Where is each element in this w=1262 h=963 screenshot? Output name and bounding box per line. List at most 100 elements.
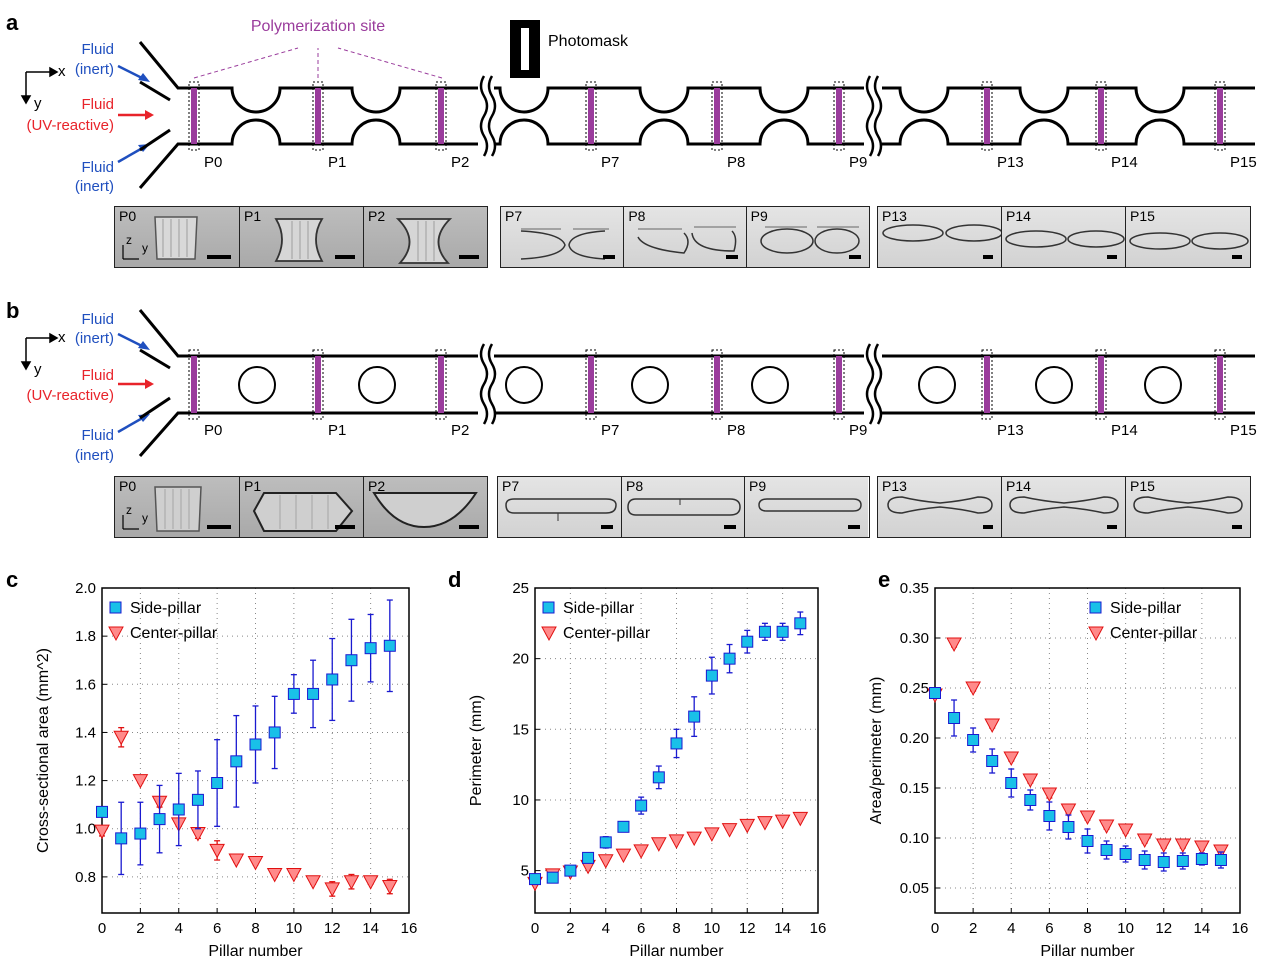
chart-area-vs-pillar: 0 2 4 6 8 10 12 14 16 0.8 1.0 1.2 1.4 1.6 1.8 2.0 Pillar… bbox=[35, 580, 417, 960]
data-point-center-pillar bbox=[1079, 810, 1096, 826]
y-tick-label: 0.20 bbox=[900, 730, 929, 747]
micrograph-b-p8: P8 bbox=[622, 477, 745, 537]
data-point-side-pillar bbox=[741, 635, 754, 648]
site-outline bbox=[312, 349, 324, 420]
chart-perimeter-vs-pillar: 0 2 4 6 8 10 12 14 16 5 10 15 20 25 Pillar number Perim… bbox=[468, 580, 826, 960]
x-tick-label: 8 bbox=[251, 920, 259, 937]
data-point-center-pillar bbox=[343, 875, 360, 890]
channel-schematic-a: x y Fluid (inert) Fluid (UV-reactive) Fl… bbox=[20, 18, 1257, 195]
photomask-label: Photomask bbox=[548, 33, 629, 50]
micrograph-label: P7 bbox=[505, 208, 523, 224]
legend-swatch-center bbox=[541, 626, 557, 642]
y-glyph-label: y bbox=[142, 511, 148, 525]
micrograph-label: P1 bbox=[244, 478, 262, 494]
micrograph-label: P15 bbox=[1130, 208, 1155, 224]
x-tick-label: 10 bbox=[1117, 920, 1134, 937]
y-tick-label: 0.30 bbox=[900, 630, 929, 647]
legend-swatch-side bbox=[542, 601, 555, 614]
x-tick-label: 6 bbox=[1045, 920, 1053, 937]
micrograph-label: P0 bbox=[119, 208, 137, 224]
x-tick-label: 0 bbox=[98, 920, 106, 937]
z-glyph-label: z bbox=[126, 503, 132, 517]
site-outline bbox=[1095, 349, 1107, 420]
break-marks-a bbox=[479, 75, 883, 157]
z-glyph-label: z bbox=[126, 233, 132, 247]
inlet-label-inert-bot: Fluid bbox=[81, 159, 114, 176]
x-tick-label: 0 bbox=[531, 920, 539, 937]
data-point-center-pillar bbox=[650, 837, 667, 852]
x-tick-label: 14 bbox=[774, 920, 791, 937]
y-axis-glyph-label: y bbox=[34, 95, 42, 112]
legend-swatch-center bbox=[108, 626, 124, 642]
y-tick-label: 5 bbox=[521, 863, 529, 880]
x-axis-label: Pillar number bbox=[1040, 943, 1135, 960]
x-tick-label: 4 bbox=[1007, 920, 1015, 937]
x-tick-label: 12 bbox=[1155, 920, 1172, 937]
inlet-arrow-inert-top bbox=[117, 64, 150, 82]
site-outline bbox=[188, 81, 200, 151]
micrograph-a-p14: P14 bbox=[1002, 207, 1126, 267]
data-point-side-pillar bbox=[134, 827, 147, 840]
pillar-label: P8 bbox=[727, 422, 745, 439]
data-point-center-pillar bbox=[247, 855, 264, 871]
data-point-side-pillar bbox=[96, 805, 108, 818]
data-point-side-pillar bbox=[364, 642, 377, 655]
pillar-label: P13 bbox=[997, 154, 1024, 171]
data-point-center-pillar bbox=[1041, 787, 1058, 803]
micrograph-a-p7: P7 bbox=[501, 207, 625, 267]
panel-letter-b: b bbox=[6, 298, 19, 323]
x-tick-label: 14 bbox=[362, 920, 379, 937]
y-tick-label: 0.8 bbox=[75, 869, 96, 886]
polymerization-site bbox=[588, 88, 594, 144]
legend-swatch-center bbox=[1088, 626, 1104, 642]
micrograph-b-p7: P7 bbox=[498, 477, 622, 537]
polymerization-site bbox=[1098, 356, 1104, 413]
data-point-side-pillar bbox=[564, 864, 577, 877]
data-point-side-pillar bbox=[929, 687, 941, 699]
data-point-center-pillar bbox=[597, 854, 614, 869]
channel-schematic-b: x y Fluid (inert) Fluid (UV-reactive) Fl… bbox=[20, 309, 1257, 464]
pillar-label: P7 bbox=[601, 154, 619, 171]
site-outline bbox=[1214, 349, 1226, 420]
polymerization-site bbox=[984, 88, 990, 144]
inlet-label-reactive-sub: (UV-reactive) bbox=[26, 117, 114, 134]
site-callout-lines bbox=[193, 47, 443, 79]
polymerization-site bbox=[588, 356, 594, 413]
polymerization-site bbox=[438, 356, 444, 413]
micrograph-strip-a3: P13 P14 P15 bbox=[877, 206, 1251, 268]
y-tick-label: 20 bbox=[512, 651, 529, 668]
data-point-side-pillar bbox=[1024, 794, 1037, 806]
y-tick-label: 1.8 bbox=[75, 628, 96, 645]
data-point-center-pillar bbox=[1136, 833, 1153, 849]
site-outline bbox=[833, 81, 845, 151]
data-point-side-pillar bbox=[153, 813, 166, 826]
micrograph-label: P8 bbox=[626, 478, 644, 494]
data-point-side-pillar bbox=[307, 687, 320, 700]
micrograph-a-p1: P1 bbox=[240, 207, 364, 267]
polymerization-site bbox=[1217, 356, 1223, 413]
legend-label: Center-pillar bbox=[1110, 625, 1198, 642]
legend-swatch-side bbox=[109, 601, 122, 614]
pillar-label: P15 bbox=[1230, 154, 1257, 171]
micrograph-b-p13: P13 bbox=[878, 477, 1002, 537]
pillar-label: P0 bbox=[204, 154, 222, 171]
data-point-center-pillar bbox=[615, 848, 632, 864]
data-point-side-pillar bbox=[688, 710, 701, 723]
panel-letter-a: a bbox=[6, 10, 19, 35]
site-outline bbox=[585, 349, 597, 420]
x-tick-label: 16 bbox=[1232, 920, 1249, 937]
data-point-center-pillar bbox=[965, 681, 981, 697]
data-point-center-pillar bbox=[305, 875, 321, 890]
x-tick-label: 12 bbox=[324, 920, 341, 937]
site-outline bbox=[188, 349, 200, 420]
data-point-center-pillar bbox=[946, 637, 962, 653]
data-point-center-pillar bbox=[362, 875, 379, 890]
y-tick-label: 15 bbox=[512, 721, 529, 738]
data-point-side-pillar bbox=[115, 832, 128, 845]
micrograph-label: P0 bbox=[119, 478, 137, 494]
micrograph-a-p8: P8 bbox=[624, 207, 747, 267]
data-point-center-pillar bbox=[1194, 840, 1210, 856]
data-point-side-pillar bbox=[383, 639, 396, 652]
x-tick-label: 4 bbox=[602, 920, 610, 937]
data-point-side-pillar bbox=[546, 871, 559, 884]
